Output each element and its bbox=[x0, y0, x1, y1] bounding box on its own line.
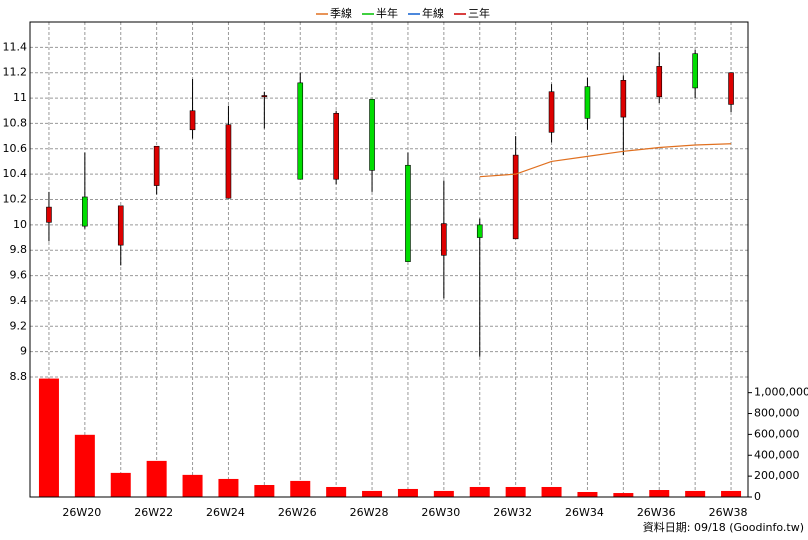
candle-body bbox=[692, 53, 698, 89]
volume-bar bbox=[577, 491, 598, 497]
legend-label: 三年 bbox=[468, 6, 490, 20]
y-tick-label: 10 bbox=[13, 218, 27, 231]
volume-bar bbox=[613, 493, 634, 497]
volume-bar bbox=[469, 486, 490, 497]
candle-body bbox=[189, 110, 196, 131]
y2-tick-label: 1,000,000 bbox=[754, 386, 808, 399]
candle-body bbox=[512, 154, 519, 240]
y-tick-label: 9.2 bbox=[10, 319, 28, 332]
y-tick-label: 9.6 bbox=[10, 269, 28, 282]
y-tick-label: 9.4 bbox=[10, 294, 28, 307]
x-tick-label: 26W30 bbox=[421, 506, 460, 519]
volume-bar bbox=[362, 490, 383, 497]
y-tick-label: 10.2 bbox=[3, 193, 28, 206]
y-tick-label: 10.4 bbox=[3, 167, 28, 180]
candle-body bbox=[548, 91, 555, 133]
volume-bar bbox=[397, 488, 418, 497]
footer: 資料日期: 09/18 (Goodinfo.tw) bbox=[643, 520, 804, 534]
x-tick-label: 26W28 bbox=[350, 506, 389, 519]
volume-bar bbox=[433, 490, 454, 497]
candle-body bbox=[369, 99, 375, 171]
candle-body bbox=[405, 164, 411, 262]
y-tick-label: 10.8 bbox=[3, 116, 28, 129]
plot-frame bbox=[29, 21, 749, 498]
x-tick-label: 26W32 bbox=[493, 506, 532, 519]
y2-tick-label: 800,000 bbox=[754, 407, 800, 420]
legend-label: 年線 bbox=[422, 6, 444, 20]
candle-body bbox=[584, 86, 591, 119]
y-tick-label: 9 bbox=[20, 345, 27, 358]
candle-body bbox=[82, 196, 88, 227]
volume-bar bbox=[541, 486, 562, 497]
y2-tick-label: 0 bbox=[754, 490, 761, 503]
candle-body bbox=[656, 66, 663, 98]
candle-body bbox=[476, 224, 483, 238]
volume-bar bbox=[218, 478, 239, 497]
candle-body bbox=[225, 124, 232, 199]
volume-bar bbox=[685, 490, 706, 497]
candle-body bbox=[297, 82, 304, 180]
volume-bar bbox=[721, 490, 742, 497]
y2-tick-label: 200,000 bbox=[754, 469, 800, 482]
x-tick-label: 26W24 bbox=[206, 506, 245, 519]
candle-body bbox=[333, 112, 339, 180]
x-tick-label: 26W38 bbox=[709, 506, 748, 519]
volume-bar bbox=[182, 474, 203, 497]
y-tick-label: 11.4 bbox=[3, 40, 28, 53]
candle-body bbox=[261, 95, 268, 98]
volume-bar bbox=[326, 486, 347, 497]
volume-bar bbox=[290, 480, 311, 497]
legend-label: 季線 bbox=[330, 6, 352, 20]
y-tick-label: 10.6 bbox=[3, 142, 28, 155]
volume-bar bbox=[38, 378, 59, 497]
x-tick-label: 26W20 bbox=[62, 506, 101, 519]
volume-bar bbox=[254, 485, 275, 497]
candle-body bbox=[153, 145, 160, 186]
ma-line bbox=[479, 143, 732, 178]
candle-body bbox=[46, 206, 52, 223]
y-tick-label: 9.8 bbox=[10, 243, 28, 256]
x-tick-label: 26W22 bbox=[134, 506, 173, 519]
candle-body bbox=[620, 80, 627, 118]
x-tick-label: 26W34 bbox=[565, 506, 604, 519]
y-tick-label: 11.2 bbox=[3, 66, 28, 79]
y-tick-label: 11 bbox=[13, 91, 27, 104]
y-tick-label: 8.8 bbox=[10, 370, 28, 383]
volume-bar bbox=[146, 460, 167, 497]
y2-tick-label: 600,000 bbox=[754, 427, 800, 440]
candle-body bbox=[728, 72, 734, 105]
volume-bar bbox=[649, 490, 670, 497]
y2-tick-label: 400,000 bbox=[754, 448, 800, 461]
x-tick-label: 26W26 bbox=[278, 506, 317, 519]
volume-bar bbox=[110, 472, 131, 497]
volume-bar bbox=[505, 486, 526, 497]
legend-label: 半年 bbox=[376, 6, 398, 20]
candle-body bbox=[117, 205, 124, 246]
volume-bar bbox=[74, 434, 95, 497]
candle-body bbox=[441, 223, 447, 256]
x-tick-label: 26W36 bbox=[637, 506, 676, 519]
